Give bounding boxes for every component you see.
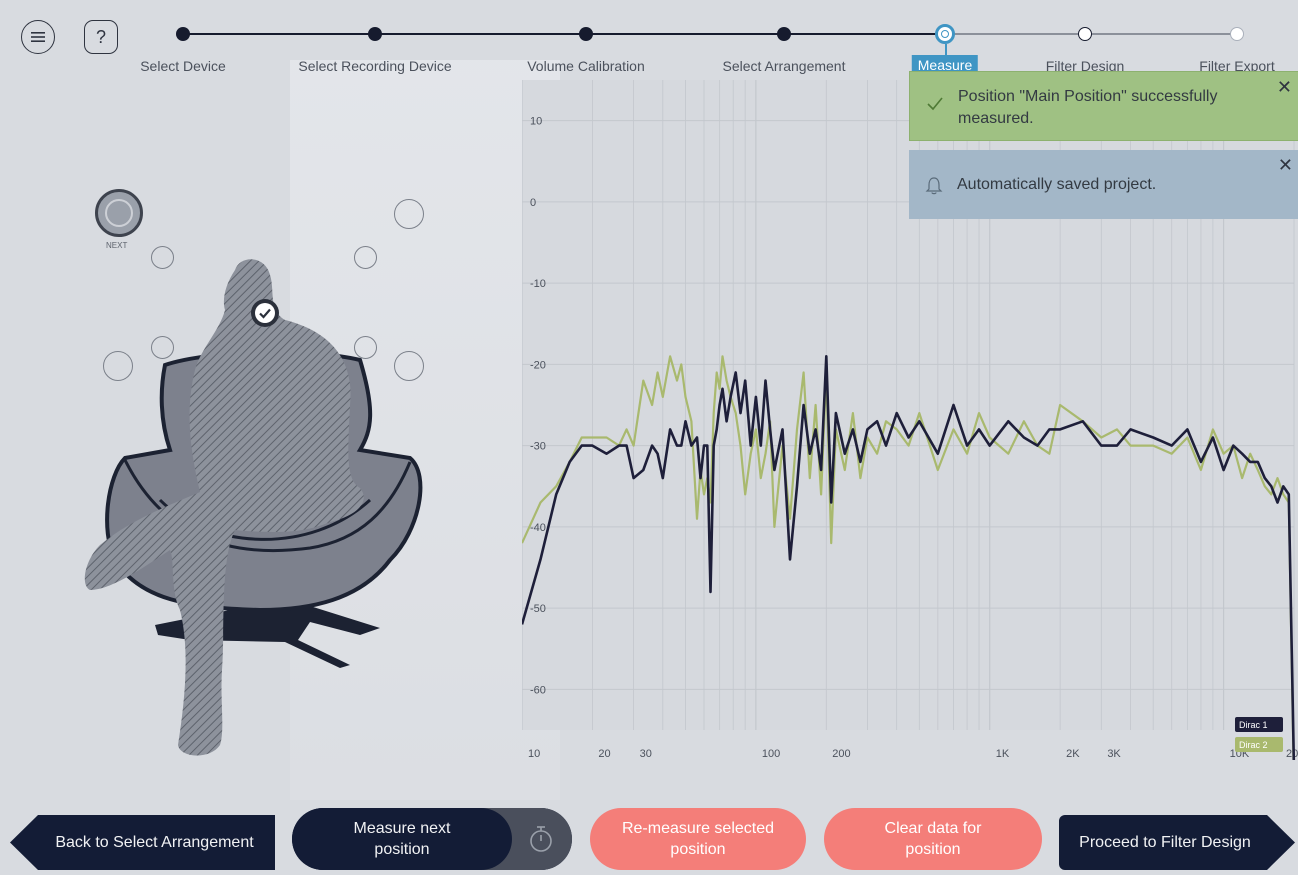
position-marker[interactable] [354,336,377,359]
step-dot-filter-export[interactable] [1230,27,1244,41]
info-notification: Automatically saved project. ✕ [909,150,1298,219]
step-dot-filter-design[interactable] [1078,27,1092,41]
position-marker[interactable] [151,336,174,359]
legend-label: Dirac 1 [1239,720,1268,730]
step-label-filter-export[interactable]: Filter Export [1199,58,1275,74]
x-tick-label: 10 [528,748,540,760]
x-tick-label: 20 [598,748,610,760]
series-line-dirac-1 [520,354,1296,771]
success-message: Position "Main Position" successfully me… [958,88,1218,127]
checkmark-icon [255,303,275,323]
clear-data-button[interactable]: Clear data for position [824,808,1042,870]
step-label-volume-calibration[interactable]: Volume Calibration [527,58,645,74]
step-dot-select-device[interactable] [176,27,190,41]
menu-icon [31,32,45,42]
y-tick-label: -40 [530,522,546,534]
step-dot-select-arrangement[interactable] [777,27,791,41]
step-label-select-device[interactable]: Select Device [140,58,226,74]
x-tick-label: 200 [832,748,850,760]
wizard-stepper: Select Device Select Recording Device Vo… [0,0,1298,80]
position-marker[interactable] [394,351,424,381]
next-label: NEXT [106,241,128,250]
measured-position-marker[interactable] [251,299,279,327]
bell-icon [925,177,943,195]
measure-next-label: Measure next position [292,808,512,870]
chair-person-illustration [84,259,423,756]
y-tick-label: -20 [530,359,546,371]
proceed-button[interactable]: Proceed to Filter Design [1059,815,1295,870]
position-marker[interactable] [151,246,174,269]
measure-next-button[interactable]: Measure next position [292,808,572,870]
stopwatch-icon [530,826,552,852]
step-label-measure[interactable]: Measure [911,55,979,75]
position-marker[interactable] [103,351,133,381]
help-button[interactable]: ? [84,20,118,54]
menu-button[interactable] [21,20,55,54]
y-tick-label: -30 [530,441,546,453]
y-tick-label: -50 [530,603,546,615]
x-tick-label: 2K [1066,748,1080,760]
legend-label: Dirac 2 [1239,740,1268,750]
y-tick-label: -10 [530,278,546,290]
y-tick-label: 0 [530,197,536,209]
x-tick-label: 1K [996,748,1010,760]
success-notification: Position "Main Position" successfully me… [909,71,1298,141]
y-tick-label: -60 [530,684,546,696]
step-dot-volume-calibration[interactable] [579,27,593,41]
x-tick-label: 3K [1107,748,1121,760]
x-tick-label: 100 [762,748,780,760]
step-label-select-arrangement[interactable]: Select Arrangement [722,58,846,74]
legend-swatch [1235,717,1283,732]
close-icon[interactable]: ✕ [1276,77,1292,97]
step-label-select-recording-device[interactable]: Select Recording Device [298,58,452,74]
step-dot-measure[interactable] [935,24,955,44]
info-message: Automatically saved project. [957,176,1157,193]
next-position-marker[interactable] [95,189,143,237]
x-tick-label: 20 [1286,748,1298,760]
check-icon [927,97,943,111]
close-icon[interactable]: ✕ [1277,155,1293,175]
position-marker[interactable] [394,199,424,229]
remeasure-button[interactable]: Re-measure selected position [590,808,806,870]
current-step-connector [945,44,947,56]
y-tick-label: 10 [530,116,542,128]
step-dot-select-recording-device[interactable] [368,27,382,41]
stepper-line-done [183,33,945,35]
step-label-filter-design[interactable]: Filter Design [1045,58,1125,74]
position-marker[interactable] [354,246,377,269]
x-tick-label: 30 [640,748,652,760]
help-icon: ? [95,26,106,47]
legend-swatch [1235,737,1283,752]
back-button[interactable]: Back to Select Arrangement [10,815,275,870]
